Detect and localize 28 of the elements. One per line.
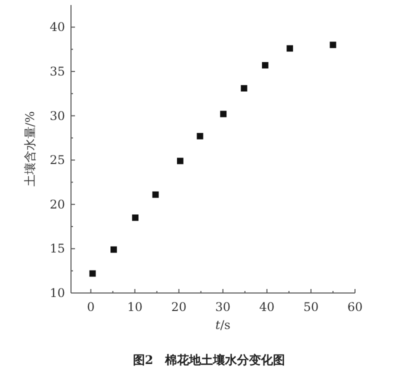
- x-tick-label: 10: [127, 300, 142, 314]
- point: [176, 158, 184, 164]
- y-tick-label: 35: [50, 64, 65, 78]
- y-tick-label: 10: [50, 286, 65, 300]
- point: [286, 45, 294, 52]
- point: [330, 42, 336, 48]
- x-axis-title: t/s: [215, 318, 230, 332]
- x-tick-label: 50: [303, 300, 319, 314]
- y-tick-label: 15: [50, 242, 65, 256]
- x-tick-label: 20: [171, 300, 187, 314]
- point: [240, 85, 248, 92]
- y-tick-label: 25: [50, 153, 65, 168]
- text: 图2 棉花地土壤水分变化图: [132, 353, 286, 367]
- x-tick-label: 60: [347, 300, 363, 314]
- point: [220, 110, 227, 118]
- x-tick-label: 0: [86, 300, 95, 314]
- y-tick-label: 20: [50, 197, 65, 212]
- y-tick-label: 30: [50, 108, 65, 123]
- y-tick-label: 40: [50, 20, 65, 34]
- point: [152, 191, 159, 198]
- x-tick-label: 40: [259, 300, 275, 314]
- point: [132, 214, 138, 221]
- point: [110, 246, 117, 253]
- point: [89, 270, 96, 277]
- y-axis-title: 土壤含水量/%: [23, 111, 37, 187]
- x-tick-label: 30: [215, 300, 231, 314]
- point: [196, 132, 204, 140]
- point: [262, 62, 268, 68]
